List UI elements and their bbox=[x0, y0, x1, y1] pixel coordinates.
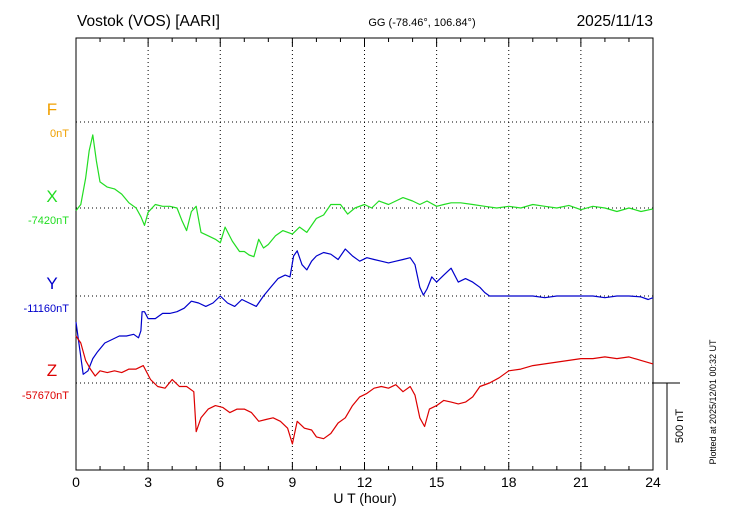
channel-label-x: X bbox=[46, 187, 57, 206]
channel-baseline-x: -7420nT bbox=[28, 215, 69, 227]
channel-baseline-z: -57670nT bbox=[22, 390, 69, 402]
x-tick-label: 3 bbox=[144, 474, 152, 490]
x-tick-label: 0 bbox=[72, 474, 80, 490]
x-axis-title: U T (hour) bbox=[333, 490, 396, 506]
channel-baseline-y: -11160nT bbox=[24, 303, 70, 315]
x-tick-label: 12 bbox=[357, 474, 373, 490]
scale-bar: 500 nT bbox=[653, 382, 686, 470]
plotted-at-note: Plotted at 2025/12/01 00:32 UT bbox=[708, 339, 718, 465]
x-tick-label: 15 bbox=[429, 474, 445, 490]
series-line-y bbox=[75, 248, 654, 375]
channel-baseline-f: 0nT bbox=[50, 128, 69, 140]
series-line-z bbox=[75, 335, 654, 445]
x-axis-ticks: 0 3 6 9 12 15 18 21 24 bbox=[72, 38, 661, 490]
x-tick-label: 21 bbox=[573, 474, 589, 490]
x-tick-label: 6 bbox=[216, 474, 224, 490]
channel-label-y: Y bbox=[46, 274, 57, 293]
channel-label-f: F bbox=[47, 100, 57, 119]
x-tick-label: 18 bbox=[501, 474, 517, 490]
grid bbox=[76, 38, 653, 470]
coordinates-label: GG (-78.46°, 106.84°) bbox=[368, 17, 475, 29]
series-line-x bbox=[75, 134, 654, 258]
x-tick-label: 24 bbox=[645, 474, 661, 490]
scale-bar-label: 500 nT bbox=[674, 409, 686, 444]
date-label: 2025/11/13 bbox=[577, 13, 653, 30]
channel-labels: F 0nT X -7420nT Y -11160nT Z -57670nT bbox=[22, 100, 69, 402]
traces bbox=[75, 134, 654, 445]
channel-label-z: Z bbox=[47, 361, 57, 380]
x-tick-label: 9 bbox=[288, 474, 296, 490]
station-title: Vostok (VOS) [AARI] bbox=[77, 13, 220, 30]
